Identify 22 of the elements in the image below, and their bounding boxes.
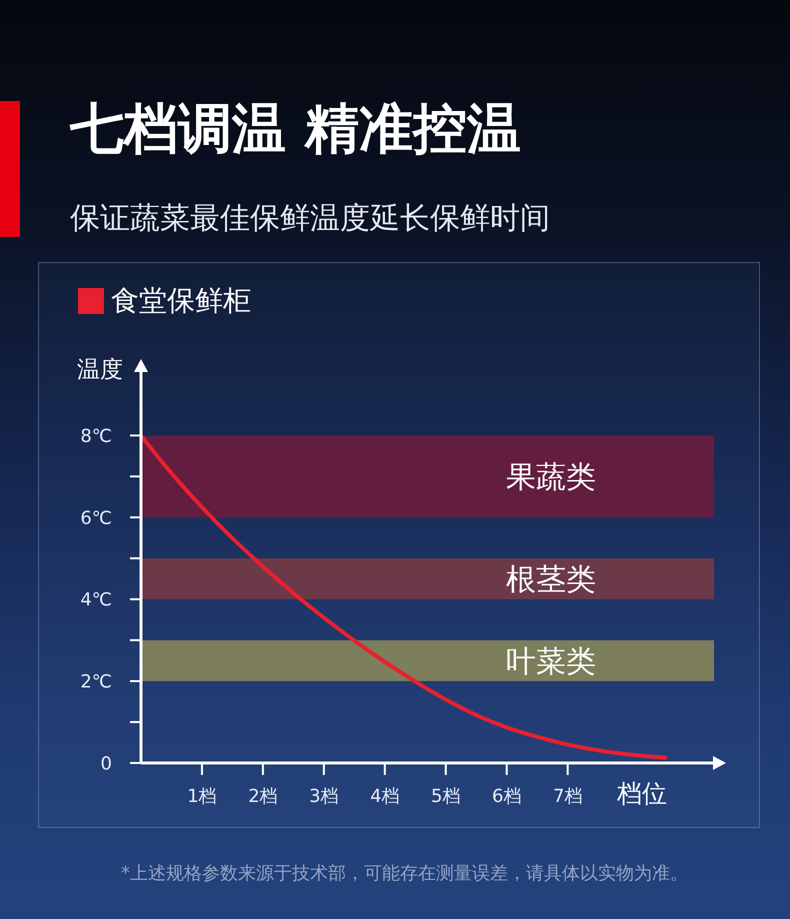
y-tick-label: 0 [100, 753, 112, 774]
x-tick-label: 1档 [187, 786, 217, 807]
x-axis-title: 档位 [617, 779, 667, 809]
chart-subtitle: 保证蔬菜最佳保鲜温度延长保鲜时间 [70, 200, 550, 238]
y-tick-label: 4℃ [80, 590, 112, 611]
y-tick-label: 2℃ [80, 672, 112, 693]
x-tick-label: 3档 [309, 786, 339, 807]
x-tick-label: 7档 [552, 786, 582, 807]
y-tick-label: 6℃ [80, 508, 112, 529]
band-label: 果蔬类 [506, 460, 596, 496]
chart-title: 七档调温 精准控温 [70, 96, 521, 162]
band-label: 根茎类 [506, 562, 596, 598]
band-label: 叶菜类 [506, 644, 596, 680]
x-tick-label: 6档 [492, 786, 522, 807]
x-tick-label: 2档 [248, 786, 278, 807]
x-tick-label: 4档 [370, 786, 400, 807]
text: *上述规格参数来源于技术部，可能存在测量误差，请具体以实物为准。 [120, 862, 689, 886]
line-series [141, 434, 668, 760]
x-tick-label: 5档 [431, 786, 461, 807]
y-tick-label: 8℃ [80, 426, 112, 447]
y-axis-title: 温度 [77, 356, 123, 384]
legend-label: 食堂保鲜柜 [111, 284, 251, 317]
